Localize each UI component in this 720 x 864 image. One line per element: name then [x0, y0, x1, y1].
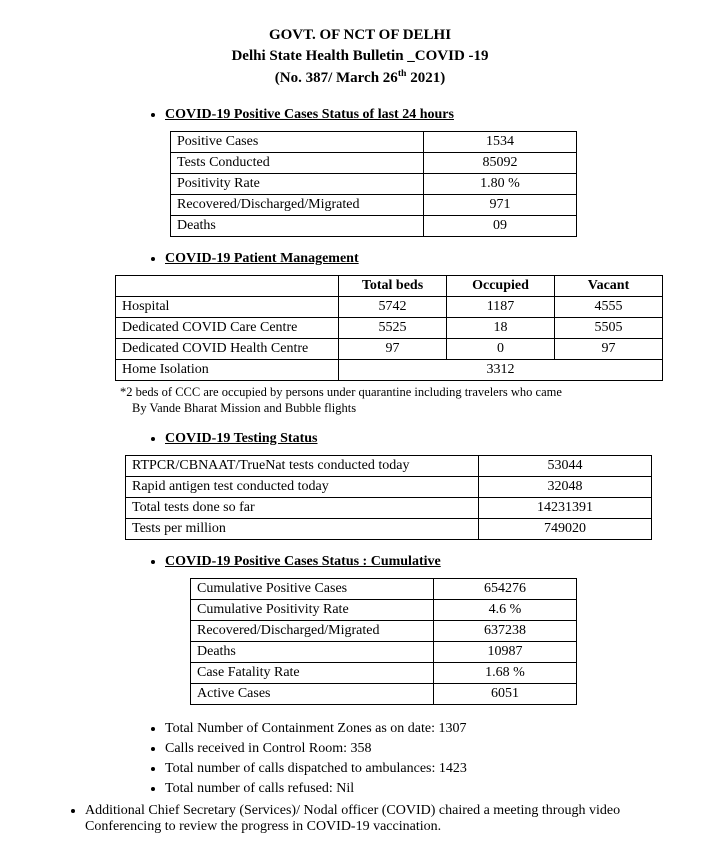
table-cell: Positivity Rate: [171, 174, 424, 195]
table-cell: 749020: [479, 518, 652, 539]
table-cell: 637238: [434, 620, 577, 641]
table-cell: 97: [339, 339, 447, 360]
table-cell: Rapid antigen test conducted today: [126, 476, 479, 497]
table-cell: 09: [424, 216, 577, 237]
table-cell: 53044: [479, 455, 652, 476]
table-cell: 654276: [434, 578, 577, 599]
table-cell: 1.80 %: [424, 174, 577, 195]
table-cell: Dedicated COVID Health Centre: [116, 339, 339, 360]
doc-header: GOVT. OF NCT OF DELHI Delhi State Health…: [35, 25, 685, 89]
table-cell: 1534: [424, 132, 577, 153]
table-cell: 85092: [424, 153, 577, 174]
table-cell: Active Cases: [191, 683, 434, 704]
table-cell: Case Fatality Rate: [191, 662, 434, 683]
table-cell: 4555: [555, 297, 663, 318]
s2-foot-l1: *2 beds of CCC are occupied by persons u…: [120, 384, 685, 400]
table-cell: 32048: [479, 476, 652, 497]
table-cell: 14231391: [479, 497, 652, 518]
s2-footnote: *2 beds of CCC are occupied by persons u…: [120, 384, 685, 417]
table-cell: 5525: [339, 318, 447, 339]
table-header: [116, 276, 339, 297]
table-cell: 3312: [339, 360, 663, 381]
table-header: Total beds: [339, 276, 447, 297]
footer-bullet-item: Total number of calls refused: Nil: [165, 781, 685, 797]
outer-bullet: Additional Chief Secretary (Services)/ N…: [85, 803, 685, 835]
s2-title: COVID-19 Patient Management: [165, 251, 359, 266]
s4-table: Cumulative Positive Cases654276Cumulativ…: [190, 578, 577, 705]
table-cell: 1187: [447, 297, 555, 318]
table-cell: Recovered/Discharged/Migrated: [171, 195, 424, 216]
header-l3-pre: (No. 387/ March 26: [275, 70, 398, 86]
table-cell: 97: [555, 339, 663, 360]
table-cell: RTPCR/CBNAAT/TrueNat tests conducted tod…: [126, 455, 479, 476]
s2-table: Total bedsOccupiedVacant Hospital57421187…: [115, 275, 663, 381]
table-cell: Recovered/Discharged/Migrated: [191, 620, 434, 641]
table-cell: Total tests done so far: [126, 497, 479, 518]
table-cell: 971: [424, 195, 577, 216]
s2-foot-l2: By Vande Bharat Mission and Bubble fligh…: [132, 400, 685, 416]
table-cell: 0: [447, 339, 555, 360]
table-cell: Dedicated COVID Care Centre: [116, 318, 339, 339]
footer-bullet-item: Total number of calls dispatched to ambu…: [165, 761, 685, 777]
table-cell: Tests per million: [126, 518, 479, 539]
table-cell: Cumulative Positivity Rate: [191, 599, 434, 620]
table-cell: 10987: [434, 641, 577, 662]
table-cell: Tests Conducted: [171, 153, 424, 174]
s4-title: COVID-19 Positive Cases Status : Cumulat…: [165, 554, 441, 569]
table-cell: Deaths: [171, 216, 424, 237]
s1-title: COVID-19 Positive Cases Status of last 2…: [165, 107, 454, 122]
table-cell: 5505: [555, 318, 663, 339]
header-l3-post: 2021): [406, 70, 445, 86]
table-header: Vacant: [555, 276, 663, 297]
table-cell: 6051: [434, 683, 577, 704]
s3-title: COVID-19 Testing Status: [165, 431, 317, 446]
s3-table: RTPCR/CBNAAT/TrueNat tests conducted tod…: [125, 455, 652, 540]
header-line1: GOVT. OF NCT OF DELHI: [35, 25, 685, 46]
table-cell: Positive Cases: [171, 132, 424, 153]
table-cell: 5742: [339, 297, 447, 318]
table-cell: Home Isolation: [116, 360, 339, 381]
header-line2: Delhi State Health Bulletin _COVID -19: [35, 46, 685, 67]
table-header: Occupied: [447, 276, 555, 297]
table-cell: Cumulative Positive Cases: [191, 578, 434, 599]
table-cell: Hospital: [116, 297, 339, 318]
footer-bullet-item: Calls received in Control Room: 358: [165, 741, 685, 757]
footer-bullets: Total Number of Containment Zones as on …: [35, 721, 685, 797]
table-cell: Deaths: [191, 641, 434, 662]
table-cell: 18: [447, 318, 555, 339]
footer-bullet-item: Total Number of Containment Zones as on …: [165, 721, 685, 737]
header-line3: (No. 387/ March 26th 2021): [35, 67, 685, 89]
table-cell: 4.6 %: [434, 599, 577, 620]
s1-table: Positive Cases1534Tests Conducted85092Po…: [170, 131, 577, 237]
table-cell: 1.68 %: [434, 662, 577, 683]
